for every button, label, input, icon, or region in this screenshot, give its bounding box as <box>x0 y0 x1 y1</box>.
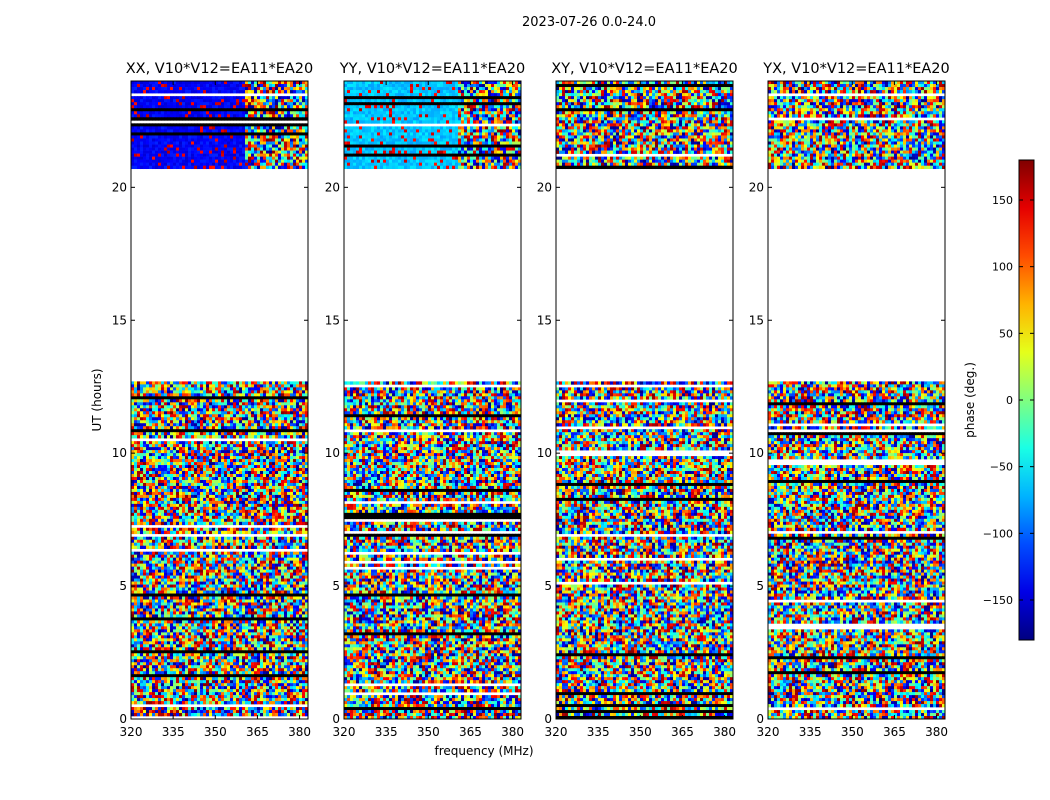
y-tick-label: 0 <box>544 712 552 726</box>
y-tick-label: 10 <box>537 446 552 460</box>
heatmap-block <box>768 81 945 169</box>
y-tick-label: 5 <box>544 579 552 593</box>
colorbar-tick-label: −50 <box>990 461 1013 474</box>
y-tick-label: 10 <box>112 446 127 460</box>
panel-title: YY, V10*V12=EA11*EA20 <box>339 61 525 77</box>
y-tick-label: 20 <box>112 180 127 194</box>
y-tick-label: 20 <box>325 180 340 194</box>
x-tick-label: 365 <box>459 725 482 739</box>
y-tick-label: 15 <box>537 313 552 327</box>
y-tick-label: 20 <box>749 180 764 194</box>
x-tick-label: 350 <box>417 725 440 739</box>
x-tick-label: 320 <box>120 725 143 739</box>
heatmap-block <box>344 81 521 169</box>
x-tick-label: 380 <box>288 725 311 739</box>
heatmap-block <box>344 381 521 719</box>
x-tick-label: 335 <box>375 725 398 739</box>
heatmap-block <box>131 381 308 716</box>
y-tick-label: 5 <box>119 579 127 593</box>
x-tick-label: 350 <box>629 725 652 739</box>
y-tick-label: 0 <box>119 712 127 726</box>
x-tick-label: 365 <box>883 725 906 739</box>
y-tick-label: 10 <box>325 446 340 460</box>
x-tick-label: 380 <box>713 725 736 739</box>
panel-title: XY, V10*V12=EA11*EA20 <box>551 61 737 77</box>
colorbar-tick-label: −100 <box>983 527 1013 540</box>
y-tick-label: 5 <box>332 579 340 593</box>
y-tick-label: 5 <box>756 579 764 593</box>
y-axis-label: UT (hours) <box>90 368 104 431</box>
heatmap-block <box>131 81 308 169</box>
y-tick-label: 15 <box>112 313 127 327</box>
y-tick-label: 0 <box>332 712 340 726</box>
figure: 2023-07-26 0.0-24.0 frequency (MHz) UT (ho… <box>0 0 1050 800</box>
panel-title: XX, V10*V12=EA11*EA20 <box>126 61 314 77</box>
colorbar-tick-label: 0 <box>1006 394 1013 407</box>
y-tick-label: 0 <box>756 712 764 726</box>
x-axis-label: frequency (MHz) <box>434 744 533 758</box>
x-tick-label: 380 <box>925 725 948 739</box>
colorbar-tick-label: 150 <box>992 194 1013 207</box>
heatmap-block <box>556 81 733 169</box>
x-tick-label: 350 <box>841 725 864 739</box>
x-tick-label: 335 <box>162 725 185 739</box>
colorbar-label: phase (deg.) <box>963 362 977 438</box>
heatmap-block <box>556 381 733 719</box>
figure-suptitle: 2023-07-26 0.0-24.0 <box>522 15 656 30</box>
panel-xy: 320 335 350 365 380 0 5 10 15 20 <box>537 81 736 739</box>
colorbar: 150 100 50 0 −50 −100 −150 phase (deg.) <box>963 160 1034 640</box>
colorbar-tick-label: −150 <box>983 594 1013 607</box>
heatmap-block <box>768 381 945 719</box>
x-tick-label: 335 <box>587 725 610 739</box>
x-tick-label: 365 <box>246 725 269 739</box>
x-tick-label: 350 <box>204 725 227 739</box>
colorbar-tick-label: 50 <box>999 327 1013 340</box>
x-tick-label: 380 <box>501 725 524 739</box>
panel-title: YX, V10*V12=EA11*EA20 <box>762 61 949 77</box>
panel-yx: 320 335 350 365 380 0 5 10 15 20 <box>749 81 948 739</box>
x-tick-label: 365 <box>671 725 694 739</box>
y-tick-label: 15 <box>749 313 764 327</box>
colorbar-tick-label: 100 <box>992 261 1013 274</box>
y-tick-label: 20 <box>537 180 552 194</box>
y-tick-label: 10 <box>749 446 764 460</box>
x-tick-label: 320 <box>333 725 356 739</box>
x-tick-label: 335 <box>799 725 822 739</box>
panel-yy: 320 335 350 365 380 0 5 10 15 20 <box>325 81 524 739</box>
panel-xx: 320 335 350 365 380 0 5 10 15 20 <box>112 81 311 739</box>
x-tick-label: 320 <box>757 725 780 739</box>
x-tick-label: 320 <box>545 725 568 739</box>
y-tick-label: 15 <box>325 313 340 327</box>
